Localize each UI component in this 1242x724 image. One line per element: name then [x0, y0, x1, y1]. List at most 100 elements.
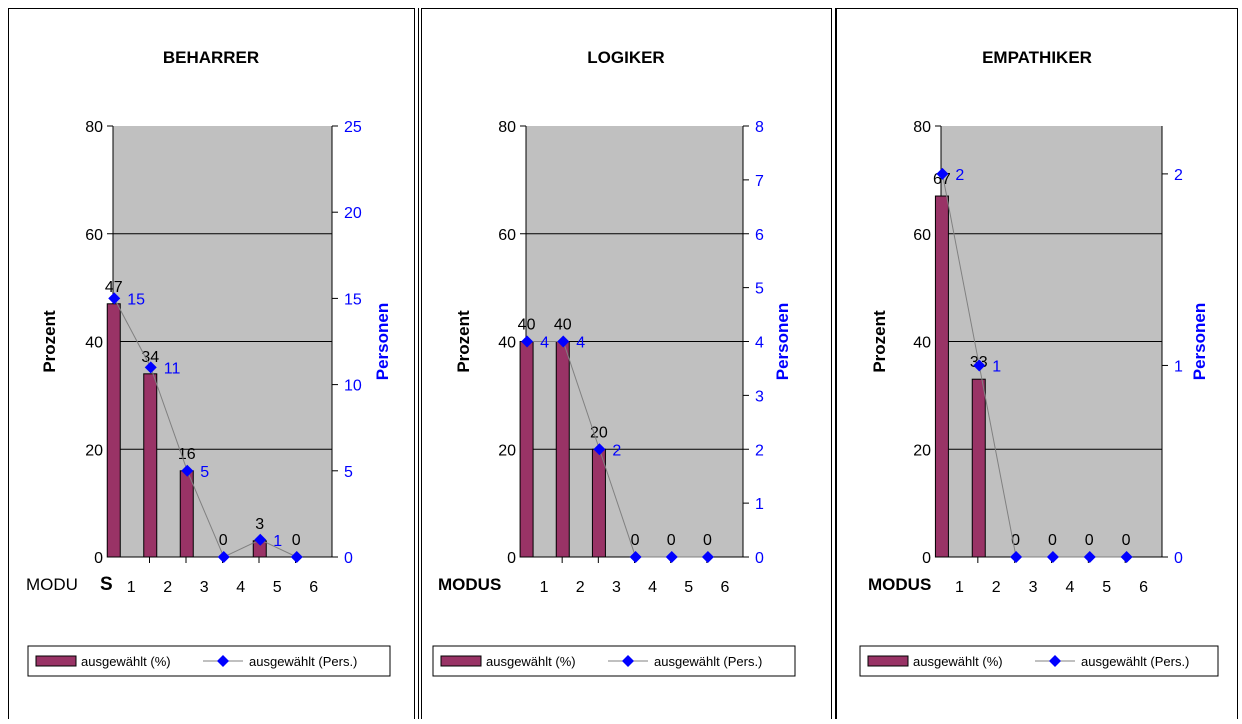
bar-data-label: 34 — [141, 349, 159, 366]
marker-data-label: 1 — [992, 358, 1001, 375]
left-axis-title: Prozent — [870, 310, 889, 373]
left-tick-label: 20 — [498, 442, 516, 459]
bar-data-label: 0 — [219, 532, 228, 549]
series-marker — [181, 464, 194, 477]
legend-label: ausgewählt (Pers.) — [1081, 654, 1189, 669]
x-tick-label: 6 — [1139, 579, 1148, 596]
series-marker — [1046, 551, 1059, 563]
x-tick-label: 3 — [1029, 579, 1038, 596]
series-marker — [254, 533, 267, 546]
bar-data-label: 0 — [667, 532, 676, 549]
left-tick-label: 40 — [913, 335, 931, 352]
left-tick-label: 0 — [922, 550, 931, 567]
marker-data-label: 2 — [612, 442, 621, 459]
series-marker — [290, 551, 303, 563]
right-tick-label: 4 — [755, 335, 764, 352]
left-tick-label: 0 — [94, 550, 103, 567]
bar-data-label: 40 — [554, 317, 572, 334]
right-tick-label: 15 — [344, 291, 362, 308]
right-axis-title: Personen — [373, 303, 392, 380]
right-tick-label: 6 — [755, 227, 764, 244]
left-tick-label: 80 — [85, 119, 103, 136]
bar — [106, 303, 121, 558]
left-axis-title: Prozent — [40, 310, 59, 373]
right-tick-label: 5 — [344, 464, 353, 481]
legend: ausgewählt (%) ausgewählt (Pers.) — [432, 645, 796, 677]
right-tick-label: 10 — [344, 378, 362, 395]
x-tick-label: 3 — [612, 579, 621, 596]
legend-label: ausgewählt (%) — [81, 654, 171, 669]
left-tick-label: 80 — [913, 119, 931, 136]
right-tick-label: 0 — [344, 550, 353, 567]
x-axis-title: MODUS — [438, 575, 501, 594]
x-tick-label: 4 — [1065, 579, 1074, 596]
right-tick-label: 20 — [344, 205, 362, 222]
x-tick-label: 3 — [200, 579, 209, 596]
chart-title: EMPATHIKER — [982, 48, 1092, 67]
left-tick-label: 20 — [913, 442, 931, 459]
series-marker — [144, 361, 157, 374]
left-tick-label: 20 — [85, 442, 103, 459]
x-tick-label: 4 — [648, 579, 657, 596]
left-axis-title: Prozent — [454, 310, 473, 373]
right-axis-title: Personen — [773, 303, 792, 380]
legend-swatch-marker — [1049, 655, 1061, 667]
left-tick-label: 40 — [498, 335, 516, 352]
series-line — [527, 341, 708, 558]
legend-swatch-marker — [217, 655, 229, 667]
legend-swatch-bar — [35, 655, 77, 667]
bar-data-label: 16 — [178, 446, 196, 463]
right-tick-label: 2 — [755, 442, 764, 459]
x-tick-label: 5 — [684, 579, 693, 596]
bar-data-label: 20 — [590, 424, 608, 441]
bar — [555, 341, 570, 558]
x-tick-label: 1 — [127, 579, 136, 596]
right-tick-label: 7 — [755, 173, 764, 190]
series-marker — [217, 551, 230, 563]
marker-data-label: 5 — [200, 464, 209, 481]
bar-data-label: 40 — [518, 317, 536, 334]
x-axis-title-suffix: S — [100, 574, 113, 595]
right-tick-label: 25 — [344, 119, 362, 136]
left-tick-label: 60 — [913, 227, 931, 244]
marker-data-label: 4 — [540, 335, 549, 352]
x-tick-label: 5 — [273, 579, 282, 596]
left-tick-label: 40 — [85, 335, 103, 352]
bar-data-label: 47 — [105, 279, 123, 296]
right-tick-label: 1 — [1174, 358, 1183, 375]
x-tick-label: 2 — [992, 579, 1001, 596]
marker-data-label: 2 — [955, 167, 964, 184]
series-line — [113, 298, 297, 558]
bar — [519, 341, 534, 558]
chart-title: LOGIKER — [587, 48, 664, 67]
x-axis-title: MODU — [26, 575, 78, 594]
legend-swatch-bar — [440, 655, 482, 667]
series-marker — [973, 359, 986, 372]
x-tick-label: 2 — [576, 579, 585, 596]
series-marker — [701, 551, 714, 563]
left-tick-label: 80 — [498, 119, 516, 136]
right-tick-label: 5 — [755, 281, 764, 298]
series-marker — [629, 551, 642, 563]
series-marker — [1120, 551, 1133, 563]
series-marker — [593, 443, 606, 456]
x-tick-label: 1 — [955, 579, 964, 596]
legend: ausgewählt (%) ausgewählt (Pers.) — [27, 645, 391, 677]
bar-data-label: 0 — [631, 532, 640, 549]
bar-data-label: 3 — [255, 516, 264, 533]
x-axis-title: MODUS — [868, 575, 931, 594]
series-marker — [1083, 551, 1096, 563]
legend-swatch-bar — [867, 655, 909, 667]
marker-data-label: 11 — [164, 360, 181, 377]
legend-label: ausgewählt (%) — [486, 654, 576, 669]
bar-data-label: 0 — [1122, 532, 1131, 549]
right-tick-label: 1 — [755, 496, 764, 513]
x-tick-label: 4 — [236, 579, 245, 596]
right-tick-label: 3 — [755, 388, 764, 405]
bar — [934, 195, 949, 558]
x-tick-label: 5 — [1102, 579, 1111, 596]
series-marker — [521, 335, 534, 348]
